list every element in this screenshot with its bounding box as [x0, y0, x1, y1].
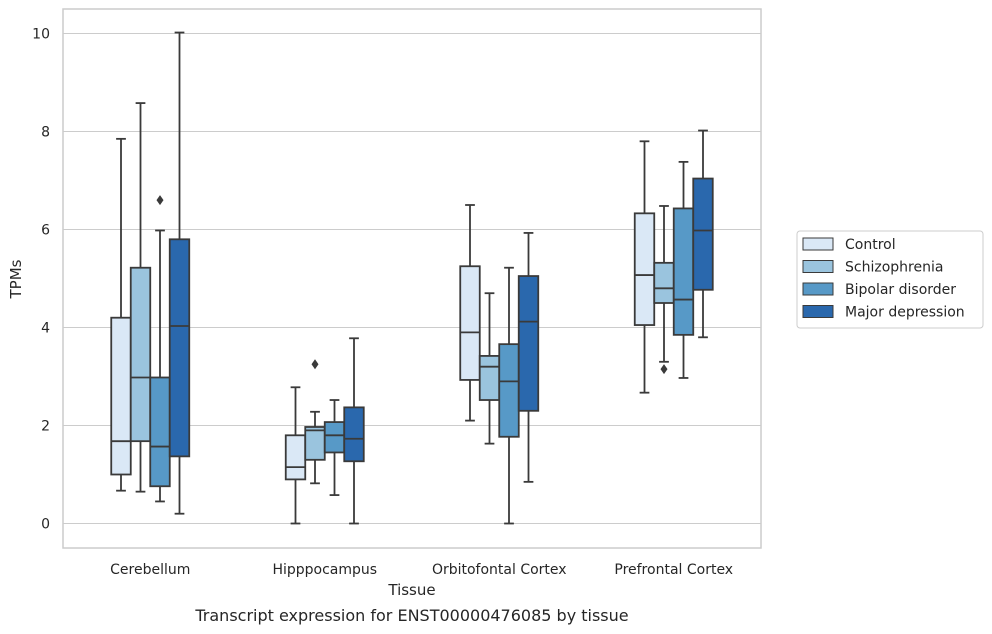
box-2-0 [459, 204, 481, 422]
box-2-1 [478, 292, 501, 445]
box-body [129, 266, 152, 443]
outlier-marker [660, 364, 668, 375]
x-tick-labels: Cerebellum Hipppocampus Orbitofontal Corte… [110, 562, 733, 578]
chart-caption: Transcript expression for ENST0000047608… [194, 606, 628, 625]
box-body [692, 177, 714, 291]
legend-label: Control [845, 237, 896, 253]
legend-swatch [802, 260, 834, 273]
box-body [284, 434, 307, 481]
box-body [498, 343, 520, 438]
x-tick-label: Cerebellum [110, 562, 190, 578]
x-axis-label: Tissue [387, 581, 435, 599]
box-body [517, 275, 540, 412]
box-3-0 [633, 140, 656, 394]
box-body [343, 406, 365, 463]
legend-entries: Control Schizophrenia Bipolar disorder Majo… [802, 237, 965, 321]
legend-label: Major depression [845, 305, 965, 321]
box-body [323, 421, 346, 454]
legend-swatch [802, 237, 834, 251]
box-2-3 [517, 232, 540, 483]
y-tick-labels: 0 2 4 6 8 10 [32, 27, 50, 533]
box-body [633, 212, 656, 326]
y-axis-label: TPMs [7, 259, 25, 299]
y-tick-label: 10 [32, 27, 50, 43]
box-body [304, 426, 326, 461]
box-3-1 [653, 205, 675, 375]
box-body [110, 316, 132, 476]
y-tick-label: 2 [41, 419, 50, 435]
box-body [168, 238, 191, 458]
box-body [653, 261, 675, 304]
box-1-3 [343, 337, 365, 525]
box-0-1 [129, 102, 152, 493]
legend-swatch [802, 282, 834, 296]
box-0-3 [168, 31, 191, 515]
legend-entry: Control [802, 237, 896, 253]
legend-entry: Bipolar disorder [802, 282, 956, 298]
box-3-3 [692, 129, 714, 339]
x-tick-label: Prefrontal Cortex [614, 562, 733, 578]
outlier-marker [156, 195, 164, 206]
box-body [149, 376, 171, 488]
legend-label: Bipolar disorder [845, 282, 956, 298]
legend: Control Schizophrenia Bipolar disorder Majo… [796, 230, 984, 329]
legend-frame [796, 230, 984, 329]
outlier-marker [311, 359, 319, 370]
boxes [110, 31, 714, 525]
x-tick-label: Orbitofontal Cortex [432, 562, 567, 578]
y-tick-label: 6 [41, 223, 50, 239]
legend-entry: Schizophrenia [802, 260, 943, 276]
y-tick-label: 0 [41, 517, 50, 533]
box-body [459, 265, 481, 381]
y-tick-label: 4 [41, 321, 50, 337]
y-tick-label: 8 [41, 125, 50, 141]
box-body [478, 355, 501, 401]
x-tick-label: Hipppocampus [272, 562, 377, 578]
legend-label: Schizophrenia [845, 260, 943, 276]
legend-swatch [802, 305, 834, 318]
legend-entry: Major depression [802, 305, 965, 321]
box-body [672, 207, 695, 336]
